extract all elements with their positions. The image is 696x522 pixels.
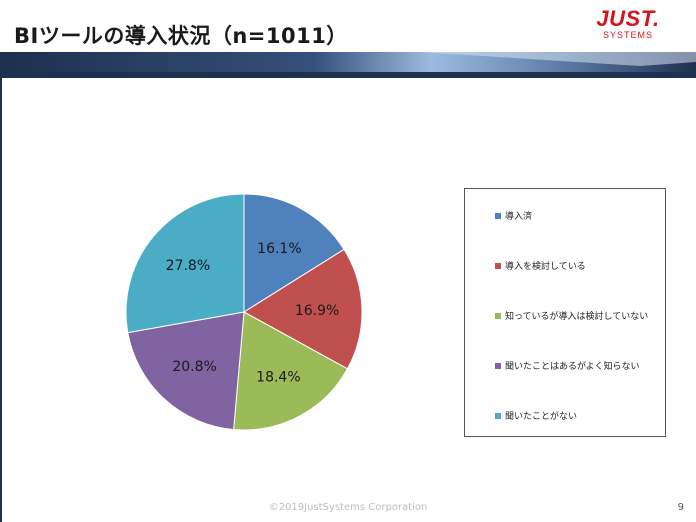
legend-swatch <box>495 362 501 369</box>
legend-label: 聞いたことはあるがよく知らない <box>505 362 640 372</box>
pie-slice <box>233 311 349 431</box>
data-label: 16.1% <box>257 241 301 257</box>
logo-main-text: JUST. <box>596 6 660 31</box>
page-number: 9 <box>677 502 684 513</box>
pie-slice <box>125 193 245 334</box>
legend-swatch <box>495 312 501 319</box>
legend-item: 聞いたことがない <box>495 409 577 422</box>
legend-swatch <box>495 212 501 219</box>
legend-item: 知っているが導入は検討していない <box>495 309 648 322</box>
legend-item: 導入済 <box>495 209 532 222</box>
copyright-footer: ©2019JustSystems Corporation <box>268 502 428 513</box>
left-rule <box>0 72 2 522</box>
logo-sub-text: SYSTEMS <box>602 30 653 40</box>
header-band <box>0 52 696 78</box>
pie-slice <box>243 193 345 313</box>
legend-label: 知っているが導入は検討していない <box>505 312 649 322</box>
data-label: 20.8% <box>172 359 216 375</box>
legend-label: 聞いたことがない <box>505 412 578 422</box>
data-label: 27.8% <box>166 258 210 274</box>
data-label: 16.9% <box>295 303 339 319</box>
legend-label: 導入済 <box>505 212 533 222</box>
page-title: BIツールの導入状況（n=1011） <box>14 24 348 48</box>
chart-legend: 導入済 導入を検討している 知っているが導入は検討していない 聞いたことはあるが… <box>464 188 666 437</box>
legend-item: 聞いたことはあるがよく知らない <box>495 359 640 372</box>
legend-swatch <box>495 412 501 419</box>
just-systems-logo: JUST. SYSTEMS <box>588 6 668 41</box>
data-label: 18.4% <box>256 370 300 386</box>
pie-slice <box>243 248 363 370</box>
legend-label: 導入を検討している <box>505 262 586 272</box>
legend-item: 導入を検討している <box>495 259 586 272</box>
pie-slice <box>127 311 245 431</box>
legend-swatch <box>495 262 501 269</box>
